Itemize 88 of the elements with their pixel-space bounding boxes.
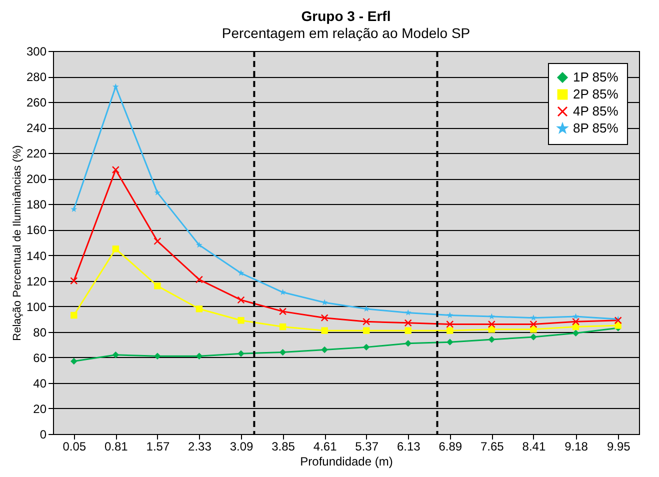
y-tick-label: 240 xyxy=(26,121,47,136)
y-tick-label: 200 xyxy=(26,172,47,186)
point xyxy=(154,282,161,290)
y-tick-label: 300 xyxy=(26,44,47,58)
point xyxy=(154,352,161,360)
y-tick-label: 20 xyxy=(33,402,47,416)
y-tick-label: 40 xyxy=(33,376,47,390)
point xyxy=(530,320,538,328)
point xyxy=(195,276,203,284)
point xyxy=(530,334,537,340)
point xyxy=(362,344,370,351)
point xyxy=(572,318,580,326)
y-tick-label: 160 xyxy=(26,223,47,238)
x-tick-label: 6.13 xyxy=(396,440,421,454)
x-tick-label: 3.09 xyxy=(230,440,254,454)
point xyxy=(404,309,412,316)
point xyxy=(112,246,120,252)
x-tick-label: 9.18 xyxy=(564,440,588,454)
x-tick-label: 5.37 xyxy=(355,440,379,454)
point xyxy=(321,327,328,334)
y-tick-label: 180 xyxy=(26,198,47,212)
point xyxy=(154,237,162,245)
point xyxy=(70,206,78,212)
x-tick-label: 8.41 xyxy=(522,440,546,454)
y-tick-label: 260 xyxy=(26,96,47,110)
point xyxy=(572,313,579,320)
point xyxy=(446,320,454,328)
point xyxy=(488,313,495,320)
point xyxy=(446,338,454,346)
point xyxy=(196,242,202,248)
point xyxy=(530,314,537,321)
y-tick-label: 60 xyxy=(33,350,47,365)
point xyxy=(196,306,203,312)
point xyxy=(237,296,245,304)
point xyxy=(280,288,286,296)
point xyxy=(446,327,454,334)
point xyxy=(238,350,244,357)
point xyxy=(279,308,287,316)
y-tick-label: 80 xyxy=(33,325,47,340)
chart-title: Grupo 3 - Erfl xyxy=(301,8,391,24)
legend-label: 4P 85% xyxy=(573,104,619,118)
x-tick-label: 0.81 xyxy=(104,440,128,454)
point xyxy=(279,348,286,356)
chart-subtitle: Percentagem em relação ao Modelo SP xyxy=(222,25,470,41)
point xyxy=(279,323,286,330)
x-axis-title: Profundidade (m) xyxy=(300,454,393,468)
point xyxy=(238,317,244,324)
point xyxy=(530,326,537,333)
point xyxy=(154,189,161,196)
y-tick-label: 140 xyxy=(26,248,47,263)
y-tick-label: 100 xyxy=(26,300,47,314)
x-tick-label: 0.05 xyxy=(62,440,86,454)
point xyxy=(112,166,120,174)
point xyxy=(196,352,203,360)
y-tick-label: 280 xyxy=(26,70,47,84)
point xyxy=(488,336,496,343)
point xyxy=(112,83,119,90)
point xyxy=(362,318,370,326)
y-axis-title: Relação Percentual de Iluminâncias (%) xyxy=(11,145,24,341)
point xyxy=(614,316,622,324)
point xyxy=(404,319,412,327)
point xyxy=(404,340,412,347)
y-tick-label: 220 xyxy=(26,146,47,161)
legend-label: 1P 85% xyxy=(573,70,619,84)
x-tick-label: 3.85 xyxy=(272,440,296,454)
legend-label: 8P 85% xyxy=(573,120,619,136)
point xyxy=(320,314,328,322)
point xyxy=(70,277,78,285)
x-tick-label: 6.89 xyxy=(438,440,462,454)
point xyxy=(446,312,454,318)
x-tick-label: 7.65 xyxy=(480,440,504,454)
point xyxy=(404,327,412,334)
point xyxy=(238,270,244,276)
point xyxy=(70,312,78,319)
x-tick-label: 9.95 xyxy=(606,440,631,454)
point xyxy=(362,327,370,334)
x-tick-label: 1.57 xyxy=(146,440,170,454)
y-tick-label: 0 xyxy=(40,428,47,442)
x-tick-label: 2.33 xyxy=(188,440,212,454)
point xyxy=(112,351,120,358)
point xyxy=(70,358,78,365)
x-tick-label: 4.61 xyxy=(313,440,338,454)
point xyxy=(488,320,496,328)
point xyxy=(363,306,370,312)
point xyxy=(321,346,328,354)
point xyxy=(572,330,580,336)
legend-label: 2P 85% xyxy=(573,86,619,102)
y-tick-label: 120 xyxy=(26,274,47,288)
